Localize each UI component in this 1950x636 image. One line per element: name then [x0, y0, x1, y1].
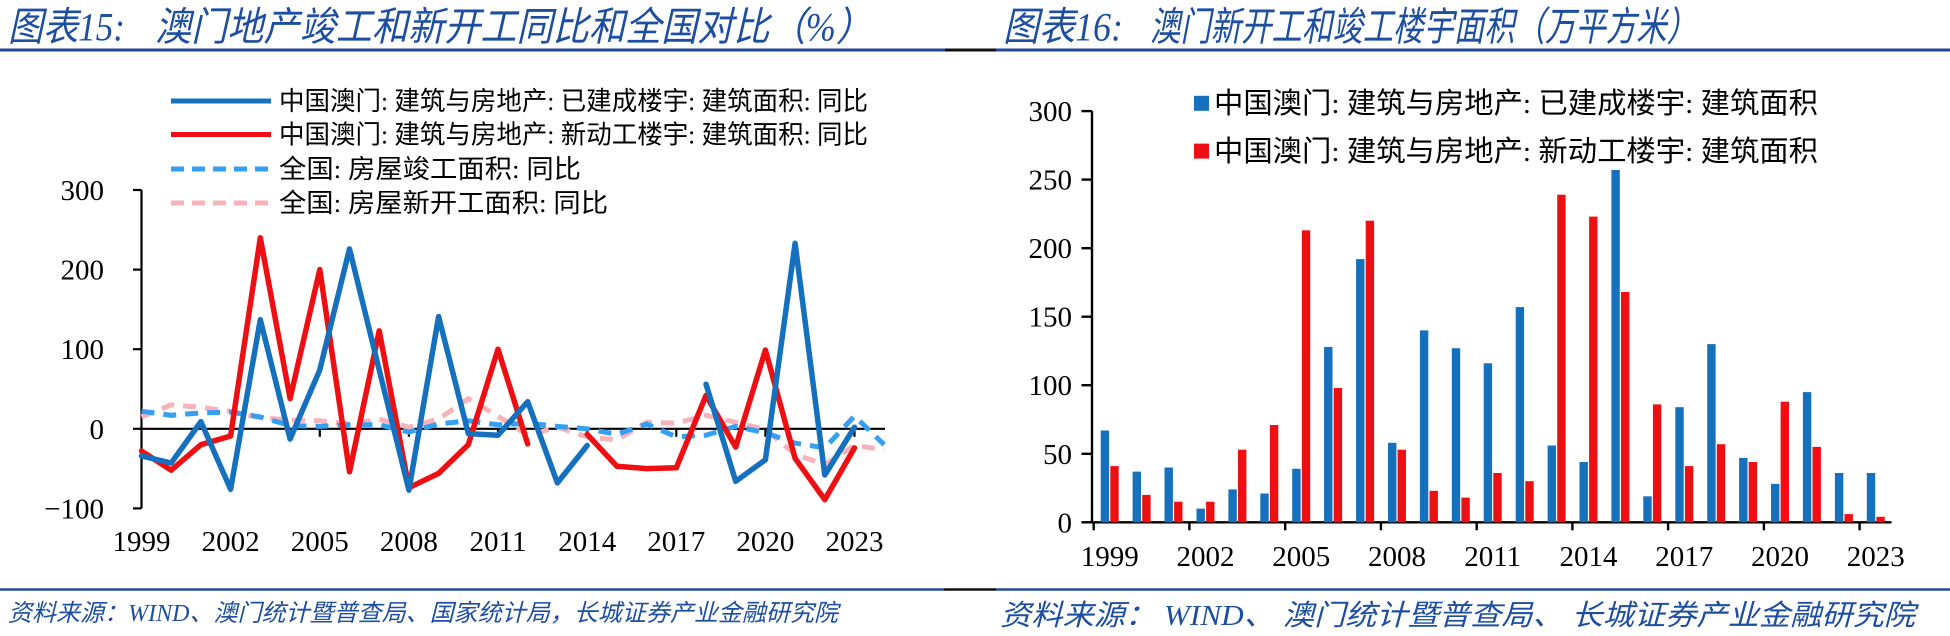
- svg-text:−100: −100: [44, 493, 104, 525]
- svg-text:1999: 1999: [1081, 541, 1139, 573]
- svg-text:0: 0: [1058, 507, 1073, 539]
- svg-text:0: 0: [90, 414, 105, 446]
- svg-text:2017: 2017: [1655, 541, 1713, 573]
- svg-text:2014: 2014: [1560, 541, 1619, 573]
- svg-text:2017: 2017: [647, 526, 705, 558]
- svg-text:图表16:: 图表16:: [1003, 5, 1123, 50]
- svg-text:100: 100: [61, 334, 105, 366]
- svg-text:澳门新开工和竣工楼宇面积（万平方米）: 澳门新开工和竣工楼宇面积（万平方米）: [1150, 5, 1697, 50]
- svg-text:100: 100: [1029, 370, 1073, 402]
- svg-text:中国澳门: 建筑与房地产: 新动工楼宇: 建筑面积: 中国澳门: 建筑与房地产: 新动工楼宇: 建筑面积: [1214, 135, 1818, 168]
- svg-text:资料来源： WIND、 澳门统计暨普查局、 长城证券产业金: 资料来源： WIND、 澳门统计暨普查局、 长城证券产业金融研究院: [1000, 600, 1919, 632]
- svg-text:2011: 2011: [1464, 541, 1521, 573]
- svg-text:300: 300: [61, 175, 105, 207]
- svg-text:50: 50: [1043, 439, 1072, 471]
- svg-text:2002: 2002: [202, 526, 260, 558]
- svg-text:澳门地产竣工和新开工同比和全国对比（%）: 澳门地产竣工和新开工同比和全国对比（%）: [155, 5, 872, 50]
- svg-text:全国: 房屋竣工面积: 同比: 全国: 房屋竣工面积: 同比: [279, 155, 581, 184]
- svg-text:200: 200: [61, 255, 105, 287]
- svg-text:2005: 2005: [291, 526, 349, 558]
- svg-text:250: 250: [1029, 165, 1073, 197]
- svg-text:2011: 2011: [470, 526, 527, 558]
- svg-text:200: 200: [1029, 233, 1073, 265]
- svg-text:全国: 房屋新开工面积: 同比: 全国: 房屋新开工面积: 同比: [279, 189, 608, 218]
- svg-text:2008: 2008: [1368, 541, 1426, 573]
- svg-text:2008: 2008: [380, 526, 438, 558]
- svg-text:2020: 2020: [1751, 541, 1809, 573]
- svg-text:中国澳门: 建筑与房地产: 已建成楼宇: 建筑面积: 中国澳门: 建筑与房地产: 已建成楼宇: 建筑面积: [1214, 87, 1818, 120]
- svg-text:150: 150: [1029, 302, 1073, 334]
- svg-text:2005: 2005: [1272, 541, 1330, 573]
- svg-text:2002: 2002: [1177, 541, 1235, 573]
- svg-text:300: 300: [1029, 96, 1073, 128]
- svg-text:2023: 2023: [826, 526, 884, 558]
- svg-text:中国澳门: 建筑与房地产: 新动工楼宇: 建筑面积: 同比: 中国澳门: 建筑与房地产: 新动工楼宇: 建筑面积: 同比: [279, 121, 868, 150]
- svg-text:2020: 2020: [736, 526, 794, 558]
- svg-text:中国澳门: 建筑与房地产: 已建成楼宇: 建筑面积: 同比: 中国澳门: 建筑与房地产: 已建成楼宇: 建筑面积: 同比: [279, 87, 868, 116]
- svg-text:2014: 2014: [558, 526, 617, 558]
- svg-text:图表15:: 图表15:: [8, 5, 125, 50]
- svg-text:2023: 2023: [1847, 541, 1905, 573]
- svg-text:1999: 1999: [113, 526, 171, 558]
- svg-text:资料来源：WIND、澳门统计暨普查局、国家统计局，长城证券产: 资料来源：WIND、澳门统计暨普查局、国家统计局，长城证券产业金融研究院: [8, 600, 842, 627]
